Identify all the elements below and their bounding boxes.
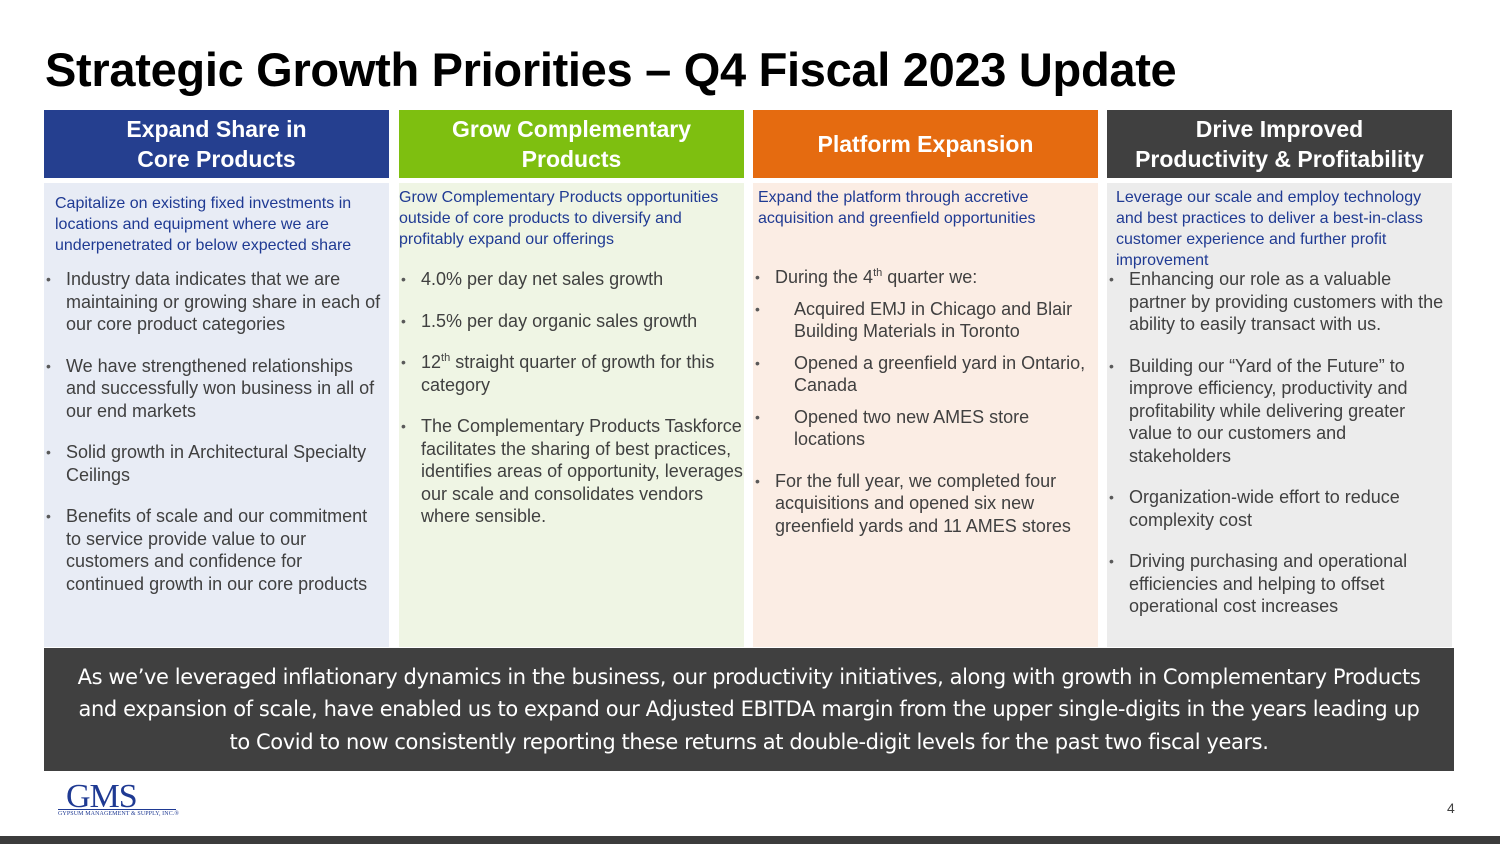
column-intro: Expand the platform through accretive ac… [758,189,1036,227]
bullet-item: We have strengthened relationships and s… [44,355,384,423]
header-expand-share: Expand Share in Core Products [44,110,389,178]
bullet-item: During the 4th quarter we: Acquired EMJ … [753,266,1093,451]
superscript: th [441,352,451,364]
column-grow-complementary: Grow Complementary Products opportunitie… [399,183,744,647]
column-drive-productivity: Leverage our scale and employ technology… [1107,183,1452,647]
bullet-text: straight quarter of growth for this cate… [421,352,715,395]
bullet-item: 4.0% per day net sales growth [399,268,744,291]
bullet-text: During the 4 [775,267,874,287]
header-platform-expansion: Platform Expansion [753,110,1098,178]
slide-title: Strategic Growth Priorities – Q4 Fiscal … [45,43,1177,96]
sub-bullet-item: Opened two new AMES store locations [753,406,1093,451]
header-line: Expand Share in [126,116,307,142]
bullet-item: Organization-wide effort to reduce compl… [1107,486,1447,531]
sub-bullet-item: Opened a greenfield yard in Ontario, Can… [753,352,1093,397]
column-expand-share: Capitalize on existing fixed investments… [44,183,389,647]
bullet-text: 12 [421,352,442,372]
header-drive-productivity: Drive Improved Productivity & Profitabili… [1107,110,1452,178]
logo-rule [58,809,176,810]
bullet-list: Industry data indicates that we are main… [44,268,384,595]
registered-mark: ® [174,811,180,817]
bullet-item: Benefits of scale and our commitment to … [44,505,384,595]
superscript: th [873,267,883,279]
header-line: Drive Improved [1195,116,1364,142]
summary-text: As we’ve leveraged inflationary dynamics… [77,664,1421,754]
header-line: Productivity & Profitability [1135,146,1424,172]
bullet-text: quarter we: [882,267,978,287]
bullet-item: For the full year, we completed four acq… [753,470,1093,538]
bullet-list: During the 4th quarter we: Acquired EMJ … [753,266,1093,537]
bullet-item: 1.5% per day organic sales growth [399,310,744,333]
summary-banner: As we’ve leveraged inflationary dynamics… [44,648,1454,771]
column-intro: Leverage our scale and employ technology… [1116,189,1423,269]
header-line: Core Products [137,146,296,172]
gms-logo: GMS GYPSUM MANAGEMENT & SUPPLY, INC.® [58,778,180,820]
bottom-bar [0,836,1500,844]
sub-bullet-item: Acquired EMJ in Chicago and Blair Buildi… [753,298,1093,343]
bullet-item: Building our “Yard of the Future” to imp… [1107,355,1447,468]
bullet-item: Enhancing our role as a valuable partner… [1107,268,1447,336]
logo-tagline-text: GYPSUM MANAGEMENT & SUPPLY, INC. [58,811,175,817]
bullet-list: Enhancing our role as a valuable partner… [1107,268,1447,618]
bullet-list: 4.0% per day net sales growth 1.5% per d… [399,268,744,528]
column-intro: Grow Complementary Products opportunitie… [399,189,719,248]
header-line: Products [521,146,622,172]
bullet-item: Industry data indicates that we are main… [44,268,384,336]
logo-tagline: GYPSUM MANAGEMENT & SUPPLY, INC.® [58,811,179,817]
header-line: Platform Expansion [817,131,1034,157]
column-platform-expansion: Expand the platform through accretive ac… [753,183,1098,647]
sub-bullet-list: Acquired EMJ in Chicago and Blair Buildi… [753,298,1093,451]
bullet-item: The Complementary Products Taskforce fac… [399,415,744,528]
bullet-item: Driving purchasing and operational effic… [1107,550,1447,618]
header-line: Grow Complementary [452,116,691,142]
bullet-item: Solid growth in Architectural Specialty … [44,441,384,486]
logo-wordmark: GMS [66,778,138,815]
header-grow-complementary: Grow Complementary Products [399,110,744,178]
bullet-item: 12th straight quarter of growth for this… [399,351,744,396]
column-intro: Capitalize on existing fixed investments… [55,195,352,254]
page-number: 4 [1447,800,1455,816]
